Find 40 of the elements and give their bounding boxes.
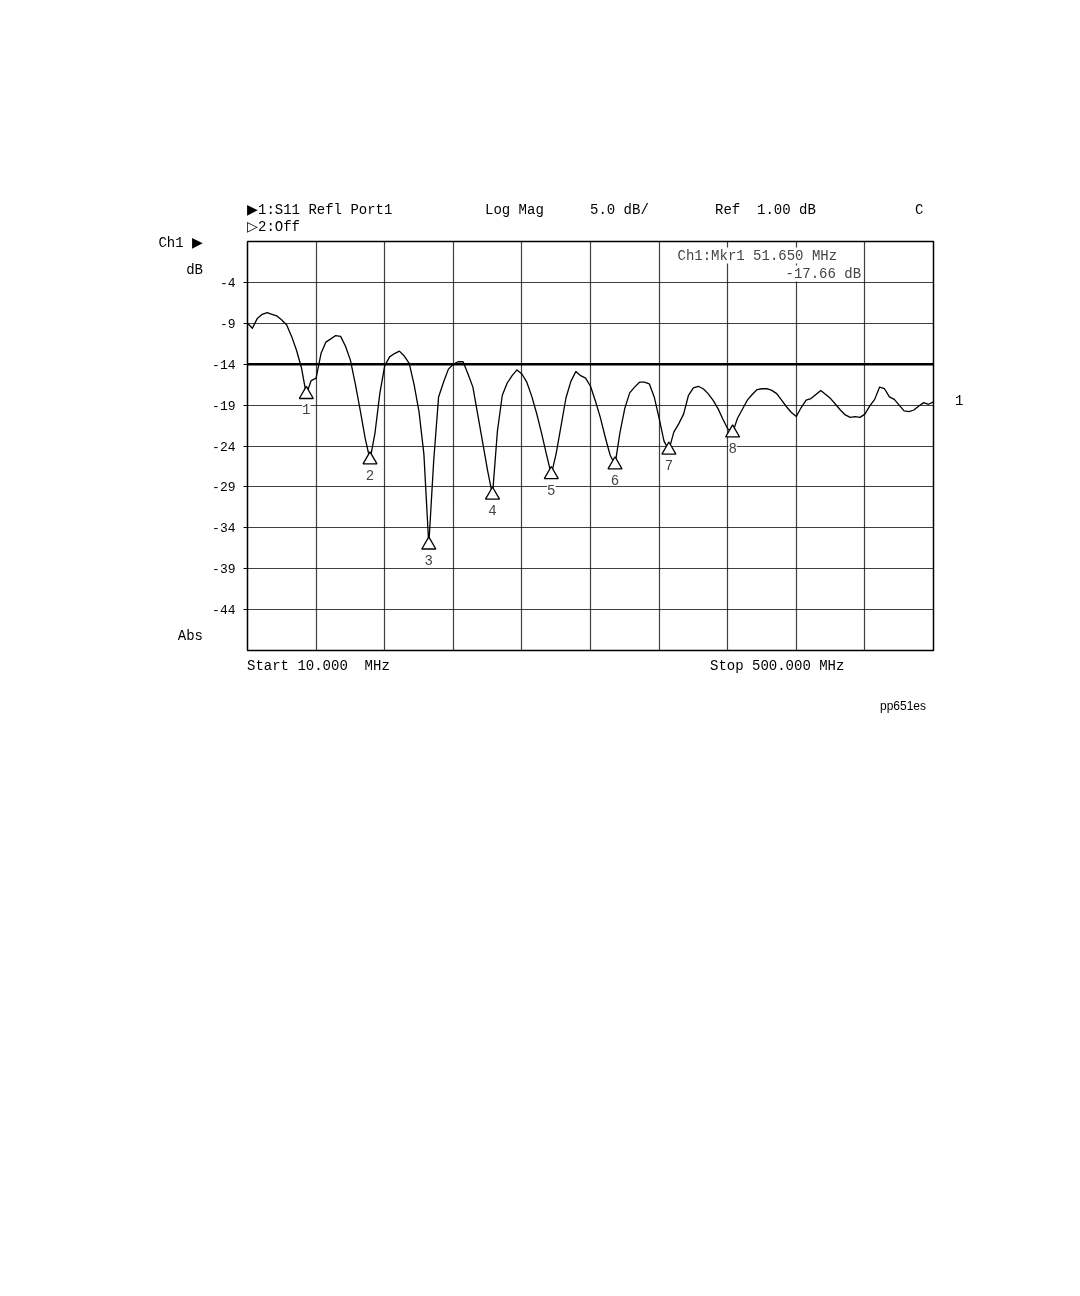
point: [362, 451, 378, 465]
annotation: 3: [424, 552, 434, 569]
annotation: 4: [488, 503, 497, 520]
annotation: 8: [728, 440, 737, 457]
text: Ref 1.00 dB: [715, 202, 816, 218]
y-tick-label: -19: [212, 398, 236, 414]
y-tick-label: -39: [212, 562, 236, 578]
text: Ch1 ▶: [158, 235, 203, 251]
annotation: Ch1:Mkr1 51.650 MHz: [677, 247, 838, 264]
y-tick-label: -44: [212, 603, 236, 619]
text: C: [915, 202, 924, 218]
point: [543, 465, 559, 480]
y-tick-label: -29: [212, 480, 236, 496]
point: [661, 441, 677, 455]
annotation: 5: [547, 482, 556, 499]
text: pp651es: [880, 699, 927, 713]
y-tick-label: -9: [219, 316, 236, 332]
text: Log Mag: [485, 202, 544, 218]
text: Abs: [177, 628, 203, 644]
annotation: 2: [365, 467, 375, 484]
point: [298, 385, 314, 400]
annotation: -17.66 dB: [785, 265, 862, 282]
text: ▷2:Off: [247, 219, 301, 235]
point: [484, 486, 501, 500]
text: Stop 500.000 MHz: [710, 658, 845, 674]
point: [421, 536, 437, 550]
point: [607, 456, 623, 470]
annotation: 7: [664, 458, 674, 475]
annotation: 6: [610, 472, 620, 489]
text: ▶1:S11 Refl Port1: [247, 202, 393, 218]
point: [724, 424, 741, 438]
y-tick-label: -34: [212, 521, 236, 537]
text: Start 10.000 MHz: [247, 658, 390, 674]
y-tick-label: -4: [219, 275, 236, 291]
y-axis-title: dB: [186, 262, 203, 278]
y-tick-label: -14: [212, 357, 236, 373]
text: 1: [955, 393, 964, 409]
series-label: 1: [302, 402, 311, 419]
text: 5.0 dB/: [590, 202, 649, 218]
y-tick-label: -24: [212, 439, 236, 455]
